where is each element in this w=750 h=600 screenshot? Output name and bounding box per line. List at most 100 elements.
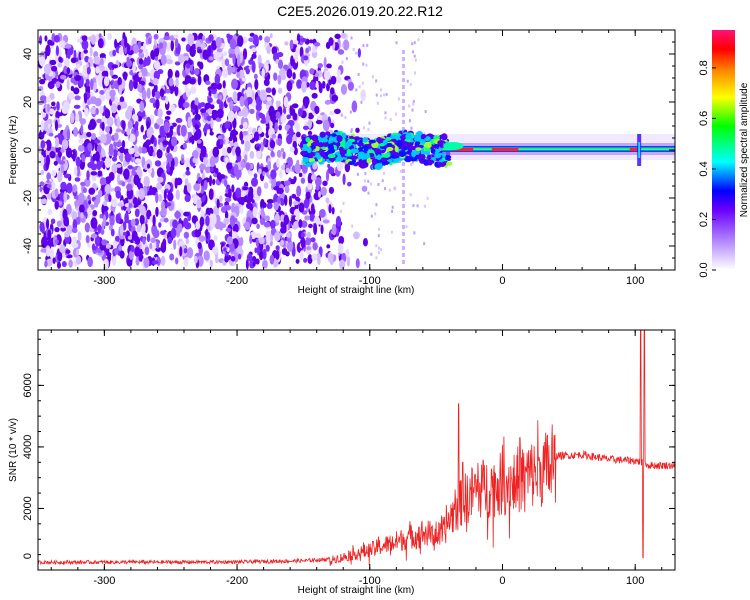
noise-cell xyxy=(269,33,273,39)
noise-dot xyxy=(361,81,364,85)
noise-cell xyxy=(159,142,164,151)
noise-dot xyxy=(380,88,383,92)
noise-cell xyxy=(124,203,130,208)
noise-cell xyxy=(51,181,56,191)
spike-cell xyxy=(401,211,405,215)
noise-dot xyxy=(412,50,415,54)
noise-cell xyxy=(251,177,258,187)
noise-cell xyxy=(51,65,58,72)
noise-cell xyxy=(142,237,146,245)
noise-cell xyxy=(224,178,228,187)
noise-cell xyxy=(80,51,84,61)
noise-cell xyxy=(93,83,97,92)
noise-cell xyxy=(197,75,202,86)
noise-cell xyxy=(137,83,143,93)
noise-dot xyxy=(378,227,381,231)
noise-cell xyxy=(296,79,303,89)
noise-dot xyxy=(397,97,400,101)
noise-cell xyxy=(177,54,185,64)
noise-cell xyxy=(175,257,179,265)
noise-cell xyxy=(276,158,280,168)
noise-cell xyxy=(39,95,47,102)
noise-cell xyxy=(235,146,241,157)
signal-cell xyxy=(310,145,316,149)
noise-cell xyxy=(340,32,347,39)
noise-cell xyxy=(330,75,337,85)
noise-cell xyxy=(255,258,260,265)
noise-cell xyxy=(118,84,123,95)
noise-cell xyxy=(114,247,119,255)
noise-cell xyxy=(189,78,196,85)
noise-cell xyxy=(231,146,236,156)
noise-cell xyxy=(262,167,269,173)
noise-cell xyxy=(46,103,50,113)
noise-cell xyxy=(71,227,78,234)
noise-cell xyxy=(134,208,140,218)
noise-cell xyxy=(284,41,289,46)
noise-cell xyxy=(163,189,167,201)
noise-cell xyxy=(60,181,67,191)
noise-cell xyxy=(156,117,164,126)
noise-cell xyxy=(263,137,267,146)
spike-cell xyxy=(401,190,405,194)
noise-dot xyxy=(395,41,398,45)
noise-cell xyxy=(294,163,301,174)
spike-cell xyxy=(401,85,405,89)
noise-cell xyxy=(229,38,237,50)
noise-cell xyxy=(183,231,190,239)
noise-cell xyxy=(139,101,145,113)
noise-cell xyxy=(286,240,294,252)
noise-cell xyxy=(266,96,272,102)
noise-cell xyxy=(337,49,345,55)
noise-cell xyxy=(166,146,170,154)
noise-dot xyxy=(376,101,379,105)
noise-cell xyxy=(108,187,115,192)
noise-cell xyxy=(144,48,149,58)
noise-dot xyxy=(356,172,359,176)
noise-dot xyxy=(367,191,370,195)
noise-cell xyxy=(327,253,334,263)
noise-cell xyxy=(224,121,231,130)
noise-cell xyxy=(101,121,105,132)
noise-cell xyxy=(347,181,352,187)
noise-cell xyxy=(115,128,122,133)
noise-cell xyxy=(91,132,97,141)
noise-cell xyxy=(54,136,60,149)
noise-cell xyxy=(269,139,276,149)
colorbar-label: Normalized spectral amplitude xyxy=(739,82,750,217)
noise-cell xyxy=(170,227,177,239)
noise-cell xyxy=(166,42,171,52)
noise-cell xyxy=(232,223,239,234)
noise-cell xyxy=(174,211,181,219)
noise-cell xyxy=(64,43,72,49)
noise-cell xyxy=(208,56,214,61)
noise-cell xyxy=(169,253,175,261)
noise-cell xyxy=(99,53,106,58)
noise-cell xyxy=(246,253,253,262)
noise-cell xyxy=(256,186,262,197)
noise-cell xyxy=(119,234,125,240)
noise-cell xyxy=(61,138,69,150)
noise-cell xyxy=(248,37,254,42)
noise-dot xyxy=(384,116,387,120)
noise-cell xyxy=(266,199,274,204)
spike-cell xyxy=(401,99,405,103)
noise-cell xyxy=(146,128,153,139)
noise-cell xyxy=(44,260,48,268)
noise-cell xyxy=(146,120,150,129)
spike-cell xyxy=(401,92,405,96)
y-tick-label: 4000 xyxy=(22,435,34,459)
noise-cell xyxy=(280,239,285,246)
noise-cell xyxy=(318,209,326,218)
noise-cell xyxy=(203,180,208,191)
noise-cell xyxy=(222,87,228,98)
signal-cell xyxy=(319,131,326,138)
noise-cell xyxy=(112,49,117,57)
noise-cell xyxy=(117,104,121,111)
noise-dot xyxy=(351,224,354,228)
noise-cell xyxy=(263,182,269,189)
noise-cell xyxy=(292,112,298,121)
noise-cell xyxy=(304,98,309,109)
noise-cell xyxy=(75,249,80,256)
noise-cell xyxy=(162,140,170,146)
